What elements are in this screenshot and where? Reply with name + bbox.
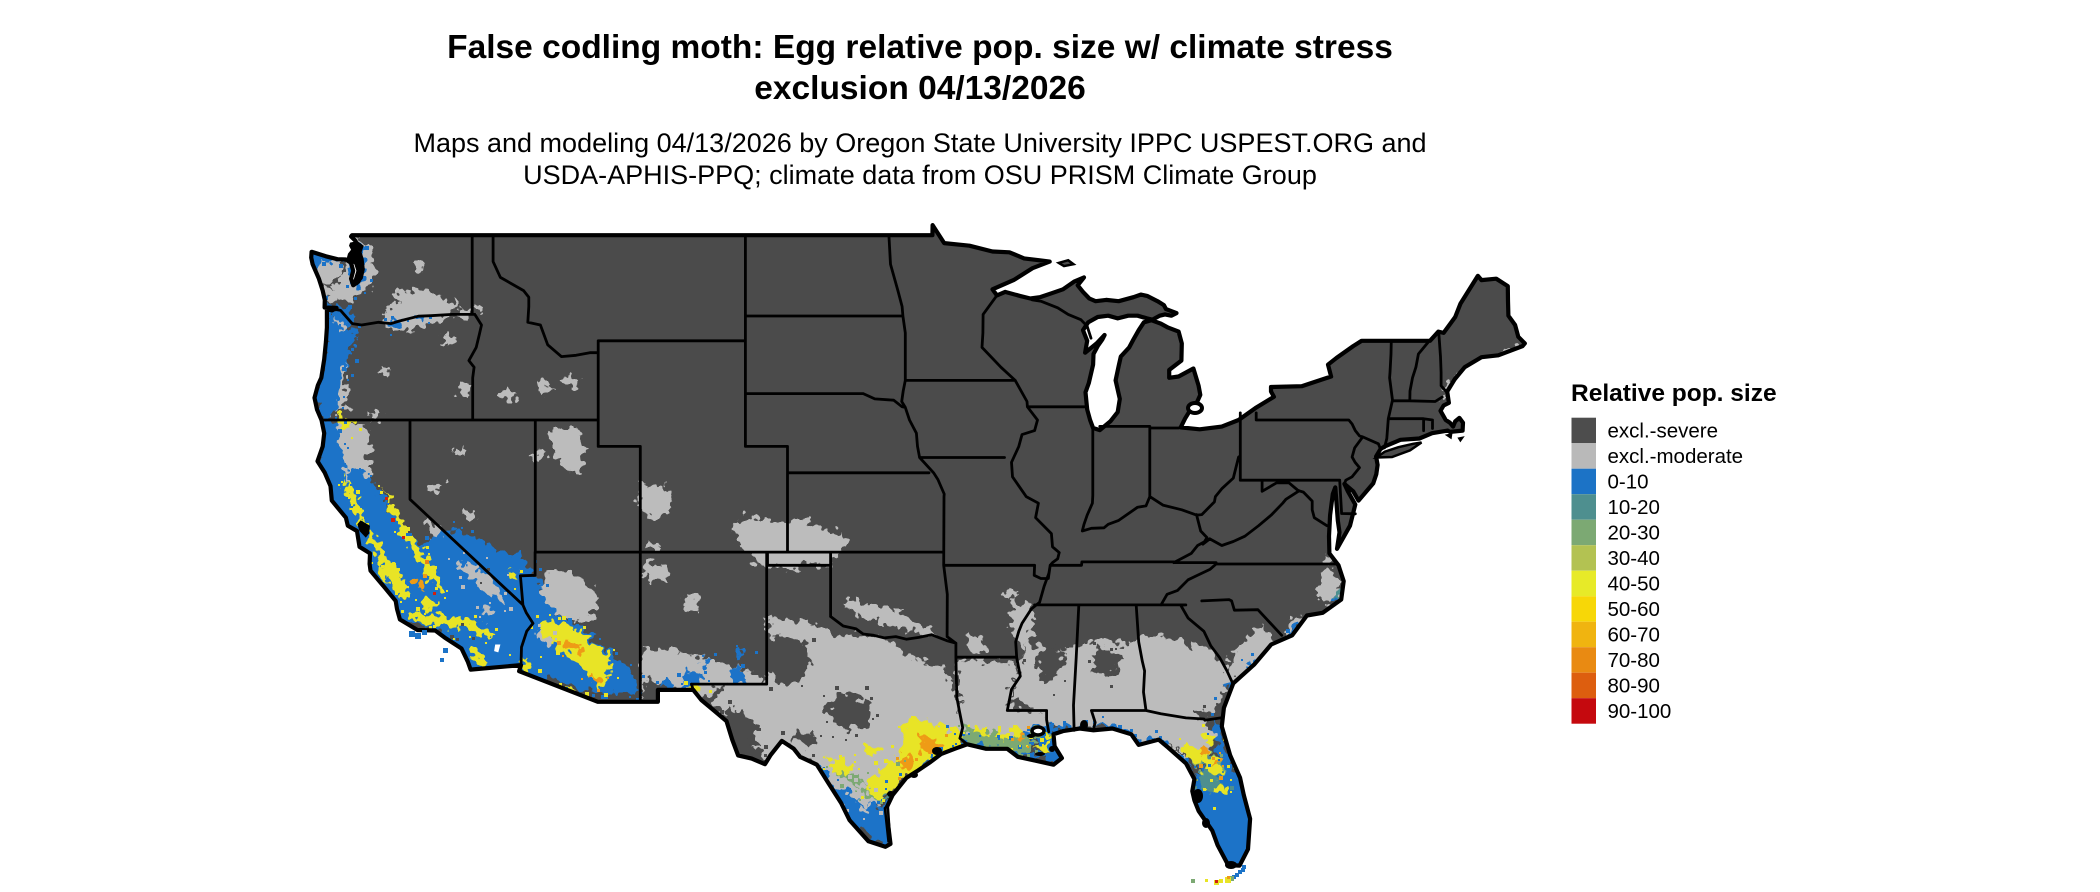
svg-text:Maps and modeling 04/13/2026 b: Maps and modeling 04/13/2026 by Oregon S…: [413, 128, 1426, 158]
svg-text:20-30: 20-30: [1608, 522, 1660, 545]
svg-text:excl.-severe: excl.-severe: [1608, 419, 1719, 442]
svg-text:excl.-moderate: excl.-moderate: [1608, 445, 1744, 468]
svg-text:80-90: 80-90: [1608, 675, 1660, 698]
svg-text:10-20: 10-20: [1608, 496, 1660, 519]
svg-text:50-60: 50-60: [1608, 598, 1660, 621]
svg-text:30-40: 30-40: [1608, 547, 1660, 570]
svg-text:40-50: 40-50: [1608, 573, 1660, 596]
svg-text:60-70: 60-70: [1608, 624, 1660, 647]
svg-text:False codling moth: Egg relati: False codling moth: Egg relative pop. si…: [447, 29, 1393, 66]
svg-text:0-10: 0-10: [1608, 470, 1649, 493]
svg-text:90-100: 90-100: [1608, 700, 1672, 723]
svg-text:USDA-APHIS-PPQ; climate data f: USDA-APHIS-PPQ; climate data from OSU PR…: [523, 160, 1317, 190]
svg-text:Relative pop. size: Relative pop. size: [1571, 380, 1777, 407]
svg-text:70-80: 70-80: [1608, 649, 1660, 672]
svg-text:exclusion 04/13/2026: exclusion 04/13/2026: [754, 70, 1086, 107]
